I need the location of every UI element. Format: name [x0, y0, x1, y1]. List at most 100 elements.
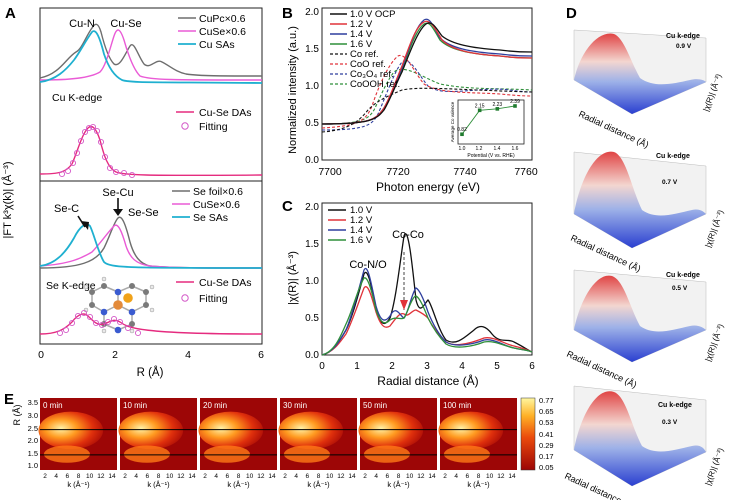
- panel-c-ytick-2: 1.0: [305, 276, 319, 287]
- colorbar-tick-3: 0.41: [539, 430, 554, 439]
- heatmap-xtick: 6: [306, 473, 310, 480]
- panel-b-ytick-3: 1.5: [305, 44, 319, 55]
- surface-2-zlabel: |χ(R)| (Å⁻³): [703, 322, 725, 362]
- legend-a-sefoil: Se foil×0.6: [193, 186, 243, 198]
- surface-2-potential: 0.5 V: [672, 285, 688, 292]
- heatmap-xtick: 6: [66, 473, 70, 480]
- surface-0-edge: Cu k-edge: [666, 33, 700, 40]
- legend-a-top-fitting: Fitting: [199, 121, 228, 133]
- inset-line: [461, 105, 516, 135]
- heatmap-xlabel: k (Å⁻¹): [387, 480, 410, 489]
- curve-cu-sas: [39, 30, 263, 84]
- panel-e-ytick-2: 2.0: [28, 436, 38, 445]
- panel-c-ytick-1: 0.5: [305, 313, 319, 324]
- legend-c: 1.0 V 1.2 V 1.4 V 1.6 V: [328, 205, 373, 246]
- panel-a-xticks: 0 2 4 6: [38, 349, 264, 361]
- panel-b-ylabel: Normalized intensity (a.u.): [287, 26, 299, 154]
- heatmap-xtick: 2: [443, 473, 447, 480]
- heatmap-xticks: 2 4 6 8 10 12 14: [203, 473, 276, 480]
- heatmap-xlabel: k (Å⁻¹): [147, 480, 170, 489]
- legend-c-16v: 1.6 V: [350, 235, 373, 246]
- curve-c-14v: [321, 267, 533, 356]
- heatmap-xtick: 10: [246, 473, 254, 480]
- inset-point: [495, 107, 500, 111]
- surface-3-potential: 0.3 V: [662, 419, 678, 426]
- heatmap-xtick: 12: [337, 473, 345, 480]
- heatmap-xtick: 10: [406, 473, 414, 480]
- inset-value-label: 2.23: [492, 102, 502, 108]
- legend-a-sesas: Se SAs: [193, 212, 228, 224]
- legend-b-14v: 1.4 V: [350, 29, 373, 40]
- heatmap-xtick: 6: [226, 473, 230, 480]
- heatmap-xtick: 10: [486, 473, 494, 480]
- surface-plot-3: Cu k-edge 0.3 V Radial distance (Å) |χ(R…: [563, 385, 725, 500]
- heatmap-hotspot: [278, 411, 344, 450]
- curve-coo-ref: [321, 55, 533, 129]
- panel-c-xtick-0: 0: [319, 361, 325, 372]
- heatmap-xticks: 2 4 6 8 10 12 14: [363, 473, 436, 480]
- panel-e-ytick-0: 1.0: [28, 461, 38, 470]
- heatmap-lower-band: [283, 445, 331, 463]
- colorbar-tick-2: 0.53: [539, 418, 554, 427]
- heatmap-hotspot: [438, 411, 504, 450]
- heatmap-xtick: 14: [108, 473, 116, 480]
- panel-c-xtick-1: 1: [354, 361, 360, 372]
- surface-1-zlabel: |χ(R)| (Å⁻³): [703, 208, 725, 248]
- annotation-co-n-o: Co-N/O: [349, 259, 387, 271]
- heatmap-lower-band: [443, 445, 491, 463]
- heatmap-xtick: 2: [363, 473, 367, 480]
- annotation-co-co: Co-Co: [392, 229, 424, 241]
- panel-b-xtick-2: 7740: [453, 166, 477, 178]
- heatmap-xticks: 2 4 6 8 10 12 14: [43, 473, 116, 480]
- panel-e-ytick-1: 1.5: [28, 449, 38, 458]
- heatmap-xticks: 2 4 6 8 10 12 14: [283, 473, 356, 480]
- cu-k-edge-label: Cu K-edge: [52, 92, 102, 104]
- inset-xtick-1: 1.2: [476, 146, 483, 152]
- surface-3-zlabel: |χ(R)| (Å⁻³): [703, 446, 725, 486]
- heatmap-xtick: 10: [326, 473, 334, 480]
- legend-a-bottom: Se foil×0.6 CuSe×0.6 Se SAs: [172, 186, 243, 224]
- curve-c-12v: [321, 286, 533, 356]
- heatmap-xtick: 6: [146, 473, 150, 480]
- heatmap-xtick: 4: [134, 473, 138, 480]
- surface-0-potential: 0.9 V: [676, 43, 692, 50]
- molecule-structure-icon: [83, 276, 155, 334]
- heatmap-hotspot: [358, 411, 424, 450]
- heatmap-xticks: 2 4 6 8 10 12 14: [443, 473, 516, 480]
- inset-xtick-0: 1.0: [459, 146, 466, 152]
- legend-a-bottom-das: Cu-Se DAs: [199, 277, 252, 289]
- curve-cupc: [39, 23, 263, 79]
- colorbar-tick-1: 0.65: [539, 407, 554, 416]
- panel-e-label: E: [4, 391, 14, 408]
- panel-c-xtick-5: 5: [494, 361, 500, 372]
- legend-b-16v: 1.6 V: [350, 39, 373, 50]
- curve-c-10v: [321, 233, 533, 356]
- panel-e-ytick-5: 3.5: [28, 398, 38, 407]
- inset-xlabel: Potential (V vs. RHE): [467, 153, 515, 159]
- panel-c-ytick-3: 1.5: [305, 239, 319, 250]
- heatmap-xlabel: k (Å⁻¹): [467, 480, 490, 489]
- surface-0-xlabel: Radial distance (Å): [577, 109, 650, 150]
- colorbar-tick-6: 0.05: [539, 463, 554, 472]
- surface-2-edge: Cu k-edge: [666, 272, 700, 279]
- legend-b-co3o4-ref: Co₃O₄ ref.: [350, 69, 394, 80]
- panel-e-yticks: 1.0 1.5 2.0 2.5 3.0 3.5: [28, 398, 38, 470]
- heatmap-hotspot: [38, 411, 104, 450]
- panel-e-ylabel: R (Å): [12, 405, 22, 426]
- heatmap-5: 100 min 2 4 6 8 10 12 14 k (Å⁻¹): [438, 398, 517, 489]
- curve-cuse-se: [39, 224, 263, 269]
- curve-b-12v: [321, 20, 533, 125]
- legend-a-cupc: CuPc×0.6: [199, 13, 246, 25]
- legend-b-co-ref: Co ref.: [350, 49, 379, 60]
- heatmap-xtick: 12: [177, 473, 185, 480]
- panel-c-ytick-4: 2.0: [305, 202, 319, 213]
- heatmap-3: 30 min 2 4 6 8 10 12 14 k (Å⁻¹): [278, 398, 357, 489]
- legend-a-top-das: Cu-Se DAs: [199, 107, 252, 119]
- panel-b-yticks: 0.0 0.5 1.0 1.5 2.0: [305, 7, 319, 166]
- legend-a-bottom-fit: Cu-Se DAs Fitting: [176, 277, 252, 305]
- heatmap-time-label: 0 min: [43, 401, 63, 410]
- heatmap-xtick: 14: [188, 473, 196, 480]
- peak-label-se-se: Se-Se: [128, 207, 159, 219]
